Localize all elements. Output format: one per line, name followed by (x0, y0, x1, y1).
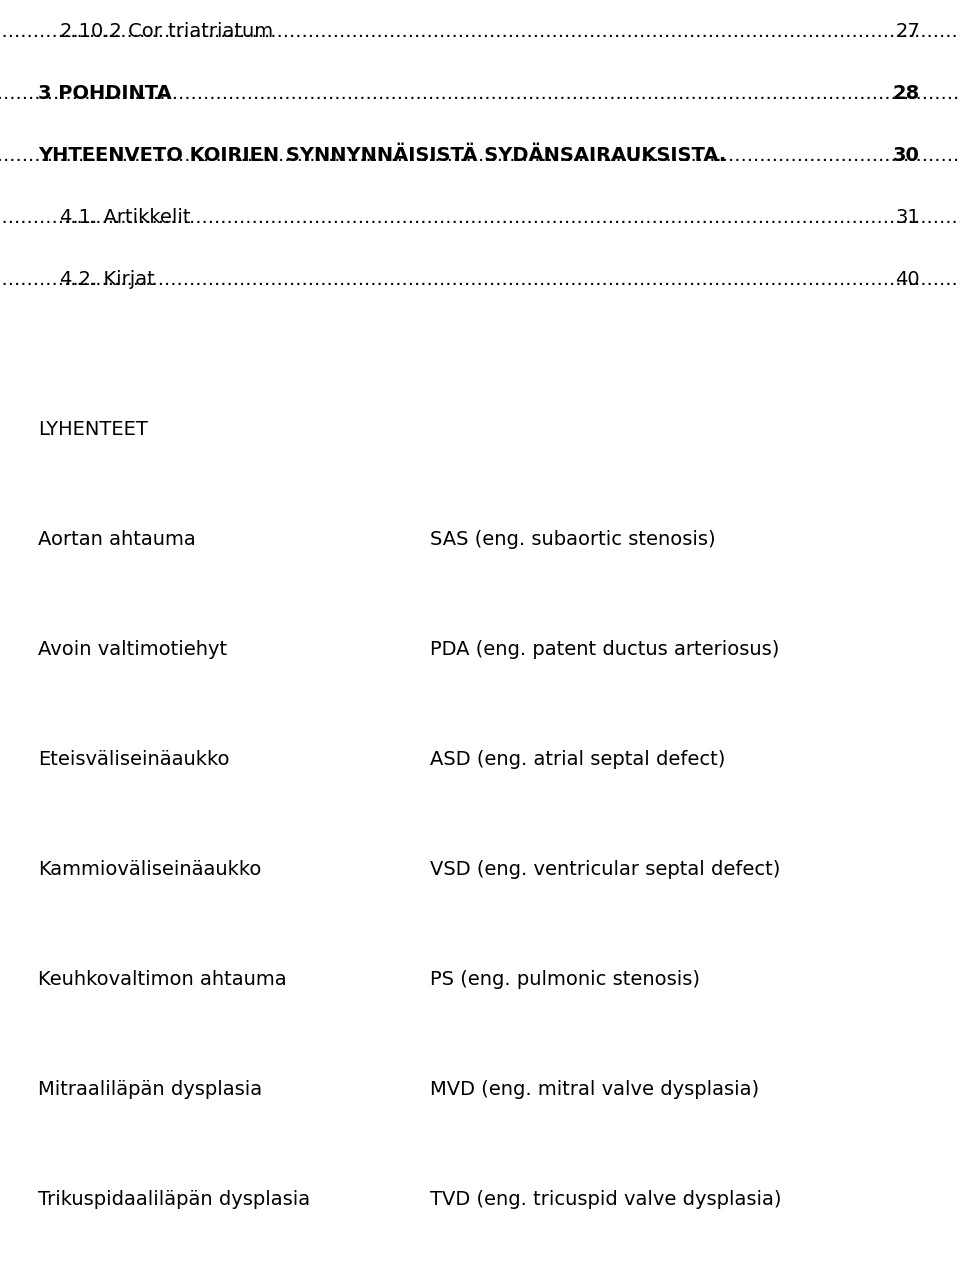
Text: 4.1. Artikkelit: 4.1. Artikkelit (60, 207, 190, 227)
Text: ................................................................................: ........................................… (0, 270, 960, 289)
Text: 4.2. Kirjat: 4.2. Kirjat (60, 270, 155, 289)
Text: ................................................................................: ........................................… (0, 84, 960, 102)
Text: MVD (eng. mitral valve dysplasia): MVD (eng. mitral valve dysplasia) (430, 1080, 759, 1100)
Text: PDA (eng. patent ductus arteriosus): PDA (eng. patent ductus arteriosus) (430, 640, 780, 659)
Text: 31: 31 (896, 207, 920, 227)
Text: 2.10.2 Cor triatriatum: 2.10.2 Cor triatriatum (60, 22, 274, 41)
Text: 27: 27 (896, 22, 920, 41)
Text: 28: 28 (893, 84, 920, 102)
Text: ................................................................................: ........................................… (0, 22, 960, 41)
Text: Trikuspidaaliläpän dysplasia: Trikuspidaaliläpän dysplasia (38, 1190, 310, 1210)
Text: Eteisväliseinäaukko: Eteisväliseinäaukko (38, 750, 229, 769)
Text: ................................................................................: ........................................… (0, 207, 960, 227)
Text: Avoin valtimotiehyt: Avoin valtimotiehyt (38, 640, 228, 659)
Text: TVD (eng. tricuspid valve dysplasia): TVD (eng. tricuspid valve dysplasia) (430, 1190, 781, 1210)
Text: ASD (eng. atrial septal defect): ASD (eng. atrial septal defect) (430, 750, 726, 769)
Text: Aortan ahtauma: Aortan ahtauma (38, 530, 196, 549)
Text: VSD (eng. ventricular septal defect): VSD (eng. ventricular septal defect) (430, 860, 780, 879)
Text: Keuhkovaltimon ahtauma: Keuhkovaltimon ahtauma (38, 970, 287, 989)
Text: LYHENTEET: LYHENTEET (38, 420, 148, 439)
Text: ................................................................................: ........................................… (0, 146, 960, 165)
Text: 30: 30 (893, 146, 920, 165)
Text: Mitraaliläpän dysplasia: Mitraaliläpän dysplasia (38, 1080, 262, 1100)
Text: PS (eng. pulmonic stenosis): PS (eng. pulmonic stenosis) (430, 970, 700, 989)
Text: 3 POHDINTA: 3 POHDINTA (38, 84, 172, 102)
Text: YHTEENVETO KOIRIEN SYNNYNNÄISISTÄ SYDÄNSAIRAUKSISTA.: YHTEENVETO KOIRIEN SYNNYNNÄISISTÄ SYDÄNS… (38, 146, 727, 165)
Text: Kammioväliseinäaukko: Kammioväliseinäaukko (38, 860, 261, 879)
Text: 40: 40 (896, 270, 920, 289)
Text: SAS (eng. subaortic stenosis): SAS (eng. subaortic stenosis) (430, 530, 715, 549)
